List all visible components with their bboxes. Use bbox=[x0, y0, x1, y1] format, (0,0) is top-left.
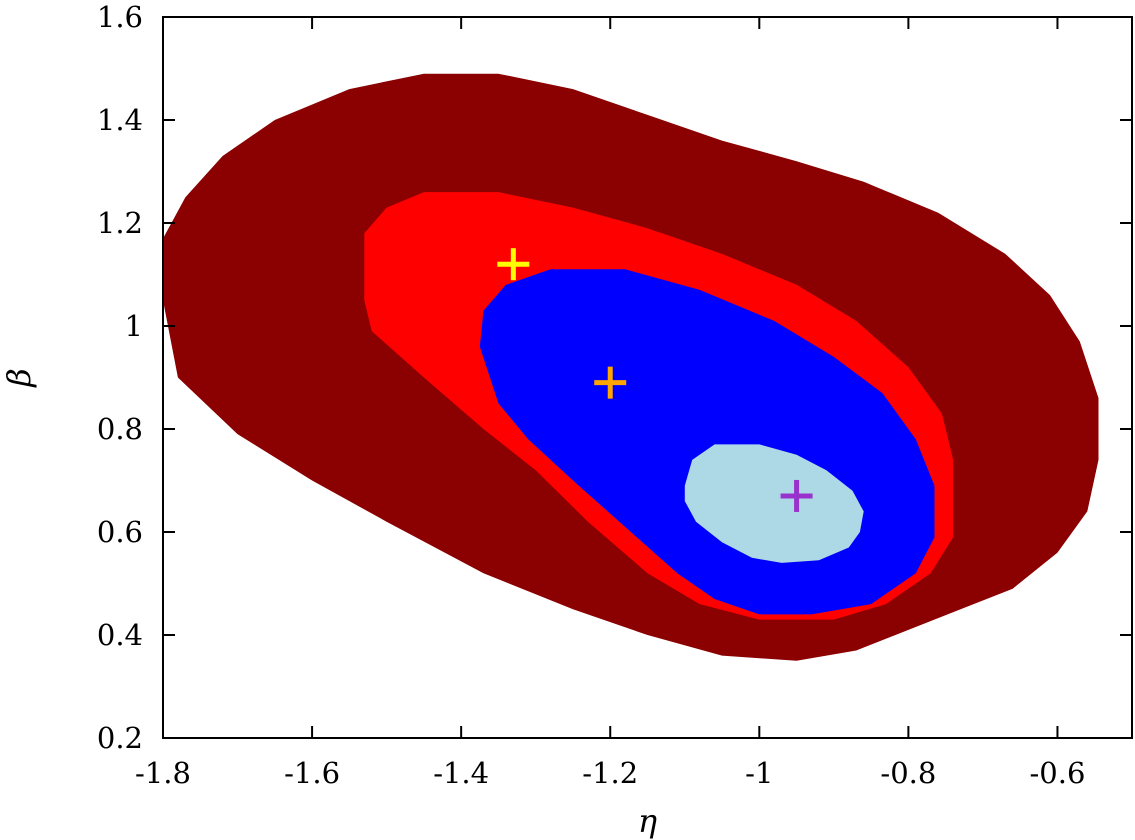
best-fit-markers bbox=[497, 248, 813, 512]
marker-point-1 bbox=[497, 248, 530, 281]
plot-frame bbox=[162, 16, 1133, 739]
x-tick-label: -1 bbox=[745, 756, 773, 790]
y-tick-label: 1.2 bbox=[97, 206, 143, 240]
x-axis-ticks: -1.8 -1.6 -1.4 -1.2 -1 -0.8 -0.6 bbox=[135, 17, 1085, 790]
x-tick-label: -1.6 bbox=[284, 756, 340, 790]
y-axis-label: β bbox=[0, 368, 38, 388]
y-tick-label: 0.4 bbox=[97, 618, 143, 652]
x-tick-label: -0.6 bbox=[1030, 756, 1086, 790]
marker-point-3 bbox=[780, 479, 813, 512]
y-tick-label: 0.6 bbox=[97, 515, 143, 549]
y-tick-label: 1.4 bbox=[97, 103, 143, 137]
x-tick-label: -1.8 bbox=[135, 756, 191, 790]
x-tick-label: -1.4 bbox=[433, 756, 489, 790]
x-tick-label: -0.8 bbox=[880, 756, 936, 790]
x-axis-label: η bbox=[638, 802, 657, 840]
marker-point-2 bbox=[594, 366, 627, 399]
confidence-region-4 bbox=[684, 444, 864, 563]
y-tick-label: 1 bbox=[125, 309, 143, 343]
confidence-regions bbox=[163, 73, 1099, 661]
y-tick-label: 0.2 bbox=[97, 721, 143, 755]
y-tick-label: 1.6 bbox=[97, 0, 143, 34]
y-tick-label: 0.8 bbox=[97, 412, 143, 446]
y-axis-ticks: 0.2 0.4 0.6 0.8 1 1.2 1.4 1.6 bbox=[97, 0, 1132, 755]
x-tick-label: -1.2 bbox=[582, 756, 638, 790]
